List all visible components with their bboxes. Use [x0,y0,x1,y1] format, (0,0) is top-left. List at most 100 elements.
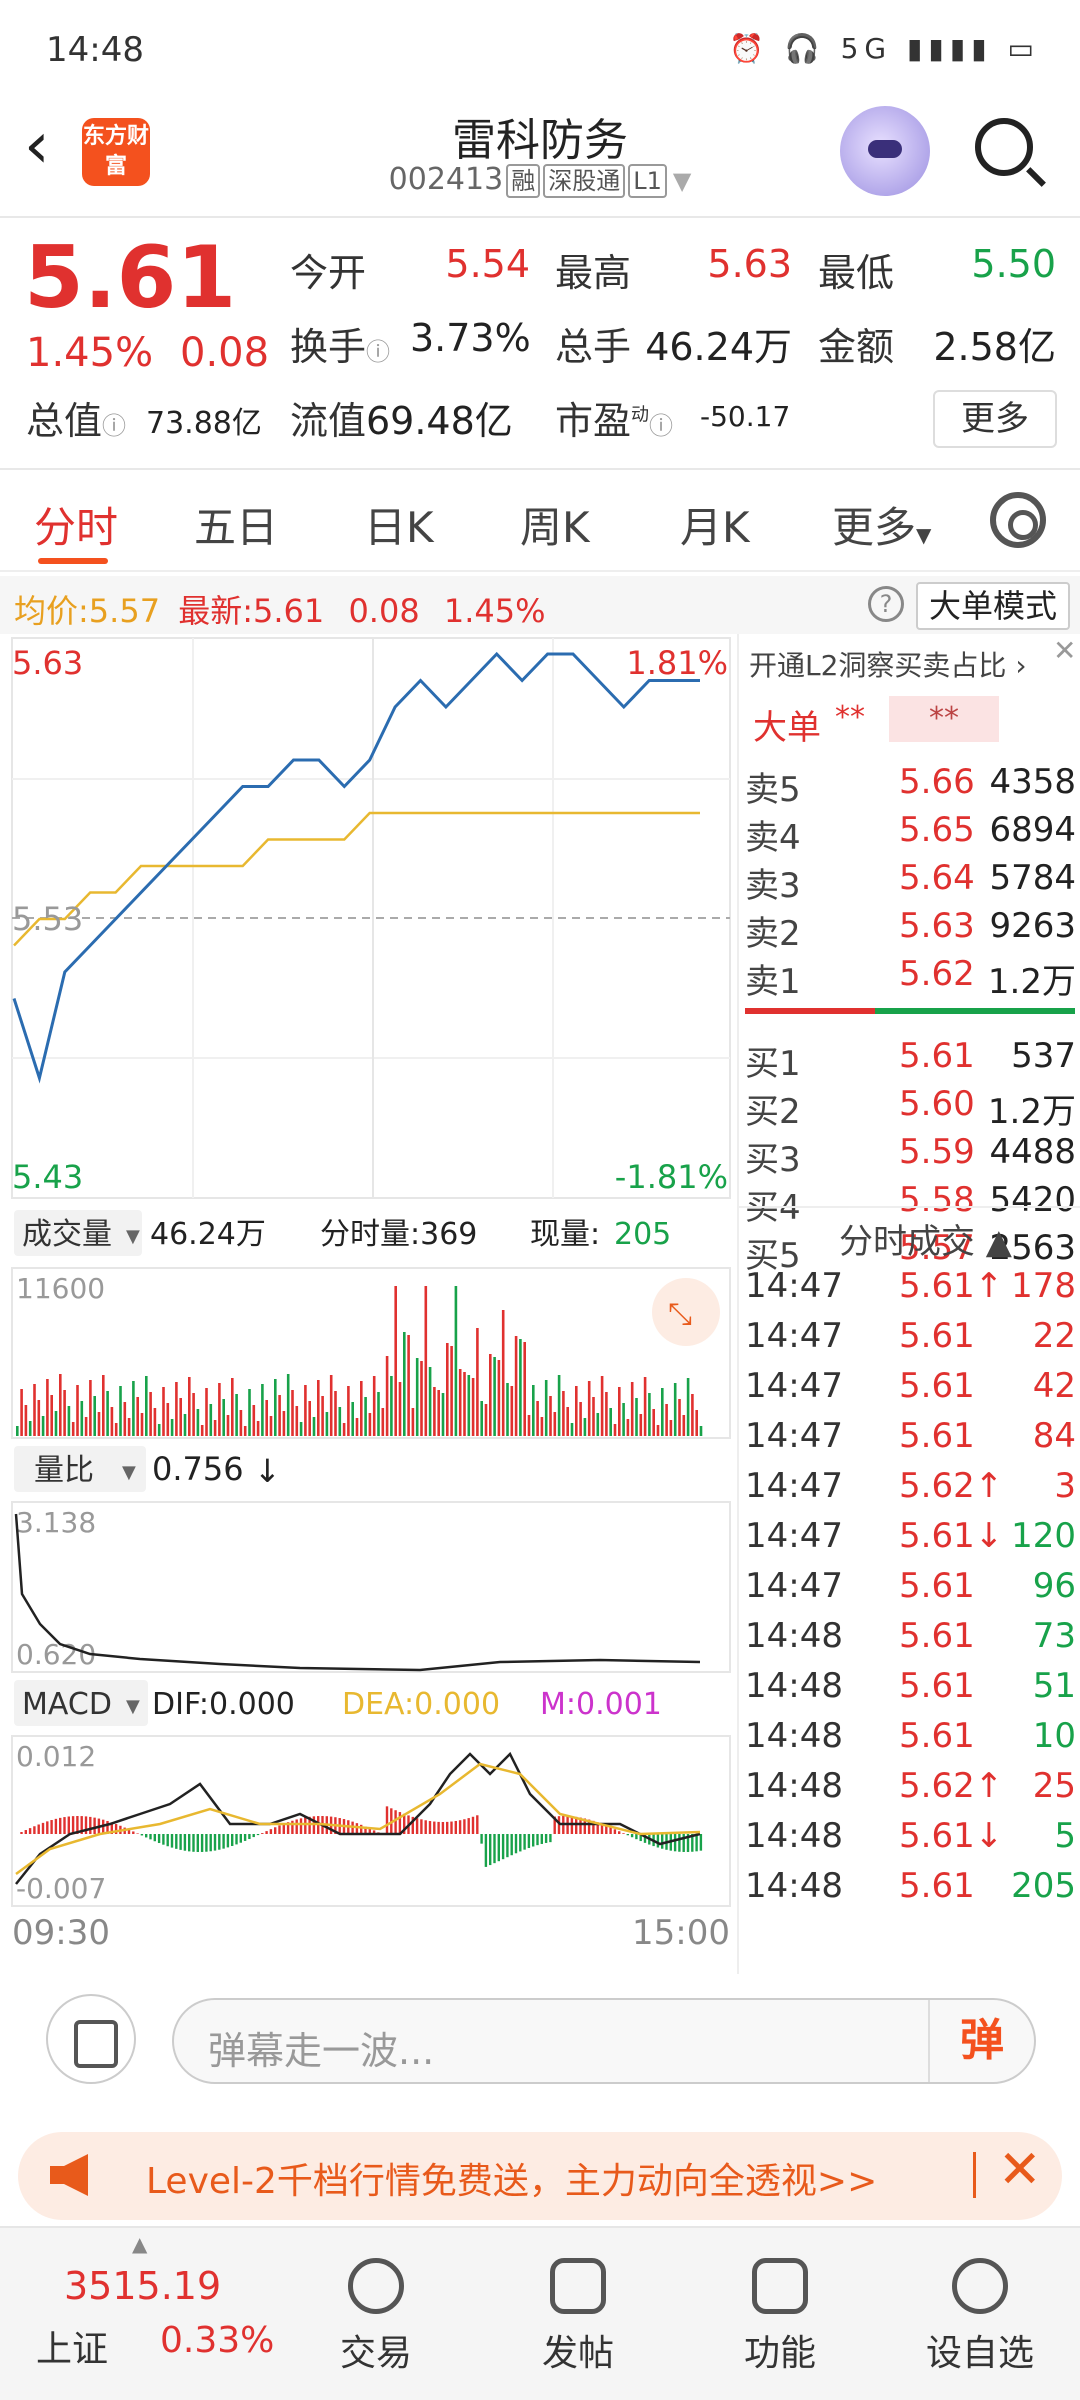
trade-button[interactable]: 交易 [296,2258,456,2376]
ob-label: 买4 [745,1188,801,1228]
ob-volume: 9263 [989,906,1076,946]
macd-bar [76,1816,79,1834]
macd-selector[interactable]: MACD [22,1687,112,1722]
danmu-settings-icon[interactable] [46,1994,136,2084]
macd-bar [536,1834,539,1846]
ratio-selector[interactable]: 量比 [34,1453,94,1488]
change-amount: 0.08 [180,330,270,376]
volume-bar [433,1387,436,1436]
volume-bar [669,1420,673,1436]
volume-bar [454,1286,458,1436]
bid-row[interactable]: 买4 5.58 5420 [739,1176,1080,1228]
settings-gear-icon[interactable] [990,492,1046,548]
tick-row: 14:48 5.61 205 [739,1862,1080,1910]
l2-banner[interactable]: 开通L2洞察买卖占比 › [749,649,1027,682]
tab-daily-k[interactable]: 日K [364,503,434,552]
tab-weekly-k[interactable]: 周K [520,503,590,552]
help-icon[interactable]: ? [868,586,904,622]
macd-bar [506,1834,509,1858]
tick-volume: 10 [1032,1716,1076,1756]
volume-bar [415,1358,419,1436]
tick-price: 5.61 [899,1716,975,1756]
macd-bar [630,1834,634,1838]
volume-bar [162,1387,165,1436]
volume-value: 46.24万 [645,325,792,369]
danmu-send-button[interactable]: 弹 [928,2000,1034,2082]
ask-row[interactable]: 卖3 5.64 5784 [739,854,1080,906]
tick-time: 14:47 [745,1366,843,1406]
big-order-mode-button[interactable]: 大单模式 [916,582,1070,630]
volume-bar [226,1415,230,1436]
dropdown-icon[interactable]: ▼ [672,167,692,195]
macd-bar [274,1827,277,1834]
y-top-label: 5.63 [12,644,83,682]
ticks-title[interactable]: 分时成交 ▲ [839,1222,1012,1262]
volume-bar [523,1342,526,1436]
post-button[interactable]: 发帖 [498,2258,658,2376]
macd-bar [93,1817,96,1834]
ask-row[interactable]: 卖4 5.65 6894 [739,806,1080,858]
bid-row[interactable]: 买1 5.61 537 [739,1032,1080,1084]
macd-bar [140,1834,144,1836]
expand-up-icon[interactable]: ▲ [132,2232,148,2256]
stock-code-row[interactable]: 002413 融深股通 L1 ▼ [0,162,1080,198]
ob-price: 5.64 [899,858,975,898]
volume-bar [239,1410,243,1436]
tick-volume: 205 [1011,1866,1076,1906]
tick-volume: 73 [1032,1616,1076,1656]
tab-more[interactable]: 更多▼ [832,503,932,552]
bid-row[interactable]: 买2 5.60 1.2万 [739,1080,1080,1132]
tick-row: 14:47 5.61 96 [739,1562,1080,1610]
macd-bar [205,1834,208,1852]
amount-label: 金额 [818,325,895,369]
macd-bar [639,1834,642,1842]
chevron-left-icon[interactable]: ‹ [24,109,50,183]
volume-bar [407,1335,410,1436]
volume-bar [618,1387,621,1436]
bid-row[interactable]: 买3 5.59 4488 [739,1128,1080,1180]
macd-bar [532,1834,535,1847]
tab-monthly-k[interactable]: 月K [680,503,750,552]
tab-intraday[interactable]: 分时 [34,503,119,552]
bid-row[interactable]: 买5 5.57 2563 [739,1224,1080,1276]
function-button[interactable]: 功能 [700,2258,860,2376]
close-icon[interactable]: ✕ [998,2140,1042,2200]
tick-price: 5.61 [899,1316,975,1356]
promo-banner[interactable]: Level-2千档行情免费送，主力动向全透视>> ✕ [18,2132,1062,2220]
volume-bar [652,1409,655,1436]
ratio-bottom-label: 0.620 [16,1638,96,1671]
volume-bar [16,1426,19,1436]
volume-bar [463,1372,466,1436]
tab-5day[interactable]: 五日 [194,503,279,552]
tick-row: 14:48 5.61 10 [739,1712,1080,1760]
ask-row[interactable]: 卖1 5.62 1.2万 [739,950,1080,1002]
expand-icon[interactable] [652,1278,720,1346]
volume-bar [480,1401,483,1436]
more-button[interactable]: 更多 [933,390,1057,448]
macd-bar [575,1816,578,1834]
price-line [12,651,700,1084]
danmu-input[interactable]: 弹幕走一波... 弹 [172,1998,1036,2084]
search-icon[interactable] [975,118,1033,176]
close-icon[interactable]: ✕ [1053,634,1077,667]
index-value[interactable]: 3515.19 [64,2264,222,2308]
macd-bar [222,1834,225,1849]
intraday-chart[interactable]: 5.63 1.81% 5.53 5.43 -1.81% 成交量 ▼ 46.24万… [0,634,737,1974]
vol-selector[interactable]: 成交量 [22,1217,112,1252]
assistant-avatar[interactable] [840,106,930,196]
volume-bar [84,1417,88,1436]
ob-label: 卖3 [745,866,801,906]
macd-bar [256,1834,260,1836]
ob-price: 5.57 [899,1228,975,1268]
ask-row[interactable]: 卖2 5.63 9263 [739,902,1080,954]
macd-bar [248,1834,251,1840]
add-watchlist-button[interactable]: 设自选 [900,2258,1060,2376]
ask-row[interactable]: 卖5 5.66 4358 [739,758,1080,810]
macd-bar [544,1834,548,1843]
ob-volume: 6894 [989,810,1076,850]
volume-bar [299,1422,303,1436]
volume-bar [312,1417,316,1436]
macd-bar [243,1834,247,1841]
macd-bar [179,1834,182,1850]
volume-bar [149,1392,152,1436]
